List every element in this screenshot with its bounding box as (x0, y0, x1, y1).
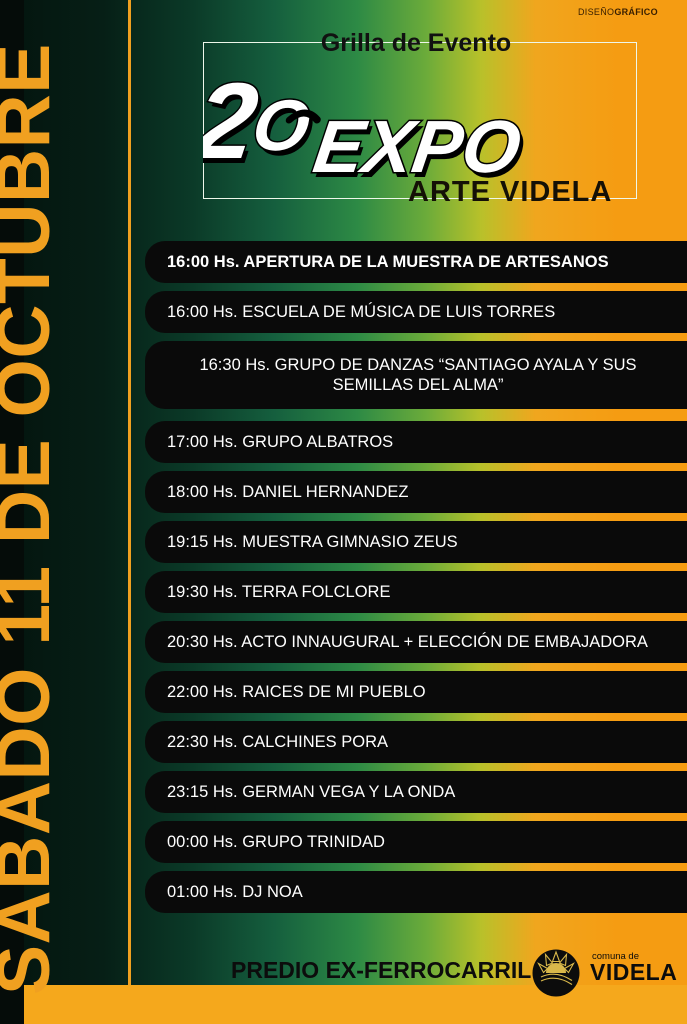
svg-text:ARTE VIDELA: ARTE VIDELA (408, 176, 612, 208)
svg-text:O: O (248, 86, 315, 166)
